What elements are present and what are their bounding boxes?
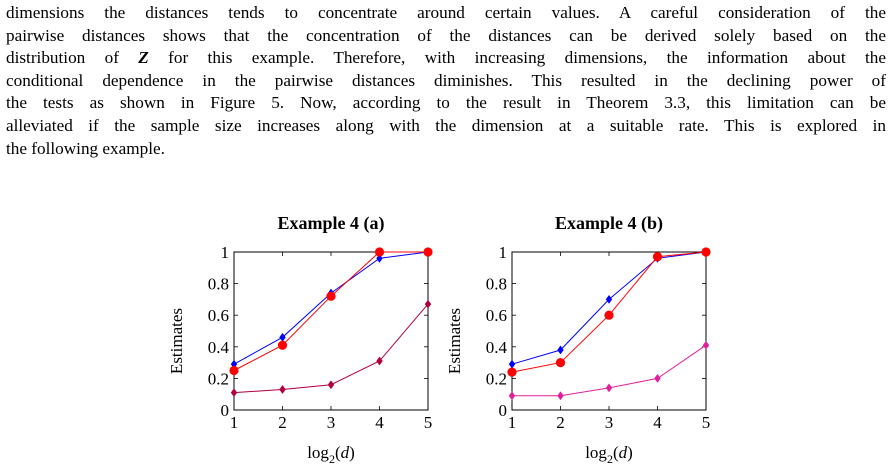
data-point-diamond: [654, 374, 661, 383]
data-point-circle: [652, 252, 663, 262]
chart-title: Example 4 (a): [278, 213, 385, 234]
x-tick-label: 4: [375, 413, 384, 432]
chart-panel: Example 4 (a) 1 2 3 4 5 0 0.2 0.4 0.6 0.8 1 log2(d) E…: [167, 213, 433, 466]
data-point-circle: [326, 291, 336, 301]
data-point-diamond: [508, 391, 516, 401]
data-point-circle: [701, 247, 711, 257]
x-tick-label: 4: [653, 413, 662, 432]
series-line: [233, 251, 428, 371]
y-tick-label: 0.2: [486, 369, 507, 388]
y-tick-label: 0.8: [208, 275, 229, 294]
body-paragraph: dimensions the distances tends to concen…: [6, 2, 886, 160]
paragraph-line: the tests as shown in Figure 5. Now, acc…: [6, 93, 886, 113]
y-tick-label: 0: [499, 401, 508, 420]
data-point-diamond: [557, 391, 564, 401]
paragraph-line: the following example.: [6, 138, 165, 158]
data-point-diamond: [605, 383, 613, 393]
paragraph-line: conditional dependence in the pairwise d…: [6, 70, 886, 90]
y-tick-label: 0: [221, 401, 230, 420]
data-point-diamond: [279, 332, 286, 342]
chart-title: Example 4 (b): [555, 213, 663, 234]
data-point-diamond: [376, 356, 383, 366]
data-point-diamond: [327, 380, 335, 390]
data-point-circle: [229, 365, 239, 376]
data-point-diamond: [279, 385, 286, 394]
x-tick-label: 5: [702, 413, 711, 432]
figure-example-4: Example 4 (a)1 2 3 4 500.20.40.60.81log2(d)E…: [167, 213, 711, 466]
y-axis-label: Estimates: [167, 308, 186, 374]
x-tick-label: 3: [327, 413, 336, 432]
x-tick-label: 2: [556, 413, 565, 432]
paragraph-line: dimensions the distances tends to concen…: [6, 3, 886, 22]
variable-z: Z: [138, 48, 149, 68]
x-tick-label: 3: [605, 413, 614, 432]
data-point-circle: [555, 358, 566, 368]
data-point-diamond: [424, 299, 432, 309]
x-axis-label: log2(d): [585, 443, 633, 466]
y-tick-label: 1: [221, 243, 230, 262]
data-point-circle: [423, 247, 433, 257]
y-tick-label: 0.6: [208, 306, 229, 325]
x-axis-label: log2(d): [307, 443, 355, 466]
paragraph-line: pairwise distances shows that the concen…: [6, 25, 886, 45]
y-tick-label: 0.4: [208, 338, 230, 357]
chart-panel: Example 4 (b) 1 2 3 4 5 0 0.2 0.4 0.6 0.8 1 log2(d) E…: [445, 213, 711, 466]
data-point-circle: [507, 367, 517, 377]
x-tick-label: 5: [424, 413, 433, 432]
x-tick-label: 2: [278, 413, 287, 432]
paragraph-line: alleviated if the sample size increases …: [6, 115, 886, 135]
data-point-diamond: [702, 340, 710, 350]
y-tick-label: 0.2: [208, 369, 229, 388]
paragraph-line: distribution of Z for this example. Ther…: [6, 48, 886, 68]
data-point-circle: [374, 247, 385, 257]
y-axis-label: Estimates: [445, 308, 464, 374]
data-point-diamond: [508, 359, 516, 369]
data-point-diamond: [605, 295, 613, 304]
data-point-diamond: [230, 388, 238, 398]
x-tick-label: 1: [230, 413, 239, 432]
series-line: [511, 251, 707, 365]
data-point-circle: [604, 310, 614, 320]
y-tick-label: 0.4: [486, 338, 508, 357]
y-tick-label: 0.8: [486, 275, 507, 294]
data-point-circle: [277, 340, 288, 350]
data-point-diamond: [557, 345, 564, 355]
data-point-diamond: [230, 359, 238, 369]
series-line: [233, 251, 429, 365]
y-tick-label: 1: [499, 243, 508, 262]
x-tick-label: 1: [508, 413, 517, 432]
y-tick-label: 0.6: [486, 306, 507, 325]
